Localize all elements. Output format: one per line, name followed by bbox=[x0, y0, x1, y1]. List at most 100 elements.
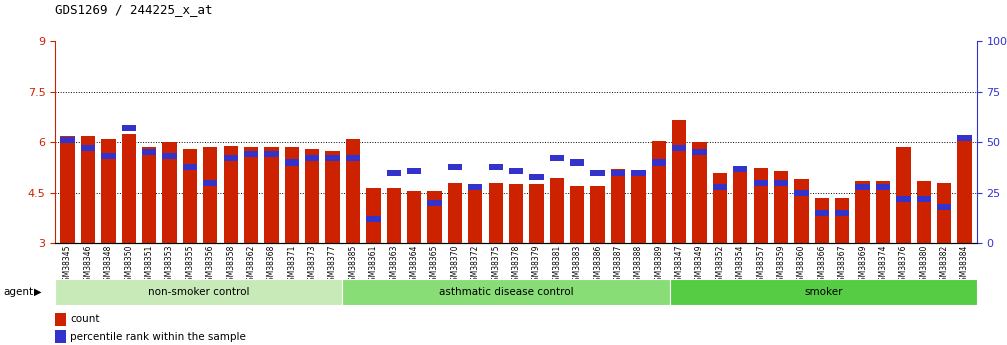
Bar bbox=[102, 154, 116, 159]
Bar bbox=[264, 147, 279, 243]
Bar bbox=[81, 136, 95, 243]
Bar bbox=[753, 180, 768, 186]
Bar bbox=[670, 279, 977, 305]
Text: asthmatic disease control: asthmatic disease control bbox=[438, 287, 573, 297]
Bar bbox=[774, 180, 788, 186]
Bar bbox=[285, 159, 299, 166]
Text: ▶: ▶ bbox=[34, 287, 41, 296]
Text: count: count bbox=[70, 315, 100, 324]
Bar bbox=[142, 149, 156, 156]
Bar bbox=[55, 330, 66, 343]
Bar bbox=[938, 183, 952, 243]
Bar bbox=[203, 180, 218, 186]
Bar bbox=[367, 188, 381, 243]
Bar bbox=[795, 179, 809, 243]
Bar bbox=[774, 171, 788, 243]
Bar bbox=[550, 178, 564, 243]
Bar bbox=[815, 198, 829, 243]
Bar bbox=[183, 149, 197, 243]
Bar bbox=[162, 154, 176, 159]
Bar bbox=[652, 141, 666, 243]
Bar bbox=[916, 181, 930, 243]
Bar bbox=[183, 164, 197, 169]
Bar bbox=[305, 149, 319, 243]
Bar bbox=[631, 169, 645, 176]
Bar bbox=[570, 186, 584, 243]
Bar bbox=[672, 120, 687, 243]
Bar bbox=[815, 210, 829, 216]
Bar bbox=[55, 313, 66, 326]
Bar bbox=[122, 134, 136, 243]
Bar bbox=[570, 159, 584, 166]
Bar bbox=[958, 135, 972, 141]
Bar bbox=[224, 156, 238, 161]
Bar bbox=[530, 184, 544, 243]
Bar bbox=[367, 216, 381, 222]
Bar bbox=[325, 151, 339, 243]
Bar bbox=[938, 204, 952, 210]
Bar bbox=[162, 142, 176, 243]
Bar bbox=[224, 146, 238, 243]
Bar bbox=[856, 181, 870, 243]
Text: percentile rank within the sample: percentile rank within the sample bbox=[70, 332, 247, 342]
Bar bbox=[611, 169, 625, 243]
Bar bbox=[550, 156, 564, 161]
Bar bbox=[244, 151, 258, 157]
Bar bbox=[407, 168, 421, 174]
Bar bbox=[896, 196, 910, 202]
Bar bbox=[60, 137, 75, 143]
Bar bbox=[448, 183, 462, 243]
Bar bbox=[60, 136, 75, 243]
Bar bbox=[448, 164, 462, 169]
Bar bbox=[733, 168, 747, 243]
Bar bbox=[753, 168, 768, 243]
Bar bbox=[652, 159, 666, 166]
Bar bbox=[407, 191, 421, 243]
Bar bbox=[203, 147, 218, 243]
Bar bbox=[916, 196, 930, 202]
Bar bbox=[876, 181, 890, 243]
Bar bbox=[896, 147, 910, 243]
Bar bbox=[387, 169, 401, 176]
Bar bbox=[509, 184, 524, 243]
Bar bbox=[672, 145, 687, 151]
Text: agent: agent bbox=[3, 287, 33, 296]
Bar bbox=[590, 186, 605, 243]
Bar bbox=[264, 151, 279, 157]
Bar bbox=[835, 198, 849, 243]
Bar bbox=[244, 147, 258, 243]
Bar bbox=[468, 184, 482, 190]
Bar bbox=[427, 191, 442, 243]
Bar bbox=[795, 190, 809, 196]
Bar bbox=[509, 168, 524, 174]
Bar bbox=[427, 200, 442, 206]
Text: non-smoker control: non-smoker control bbox=[148, 287, 250, 297]
Bar bbox=[631, 174, 645, 243]
Bar bbox=[713, 184, 727, 190]
Bar bbox=[325, 156, 339, 161]
Bar bbox=[530, 174, 544, 180]
Bar bbox=[81, 145, 95, 151]
Bar bbox=[488, 164, 502, 169]
Bar bbox=[713, 172, 727, 243]
Bar bbox=[693, 149, 707, 156]
Bar bbox=[835, 210, 849, 216]
Bar bbox=[590, 169, 605, 176]
Bar bbox=[733, 166, 747, 171]
Bar bbox=[693, 142, 707, 243]
Bar bbox=[345, 156, 361, 161]
Bar bbox=[488, 183, 502, 243]
Text: GDS1269 / 244225_x_at: GDS1269 / 244225_x_at bbox=[55, 3, 212, 17]
Bar bbox=[142, 147, 156, 243]
Bar bbox=[958, 136, 972, 243]
Bar bbox=[468, 184, 482, 243]
Bar bbox=[342, 279, 670, 305]
Bar bbox=[345, 139, 361, 243]
Bar bbox=[285, 147, 299, 243]
Bar bbox=[122, 125, 136, 131]
Bar bbox=[305, 156, 319, 161]
Bar bbox=[611, 169, 625, 176]
Text: smoker: smoker bbox=[804, 287, 843, 297]
Bar bbox=[856, 184, 870, 190]
Bar bbox=[102, 139, 116, 243]
